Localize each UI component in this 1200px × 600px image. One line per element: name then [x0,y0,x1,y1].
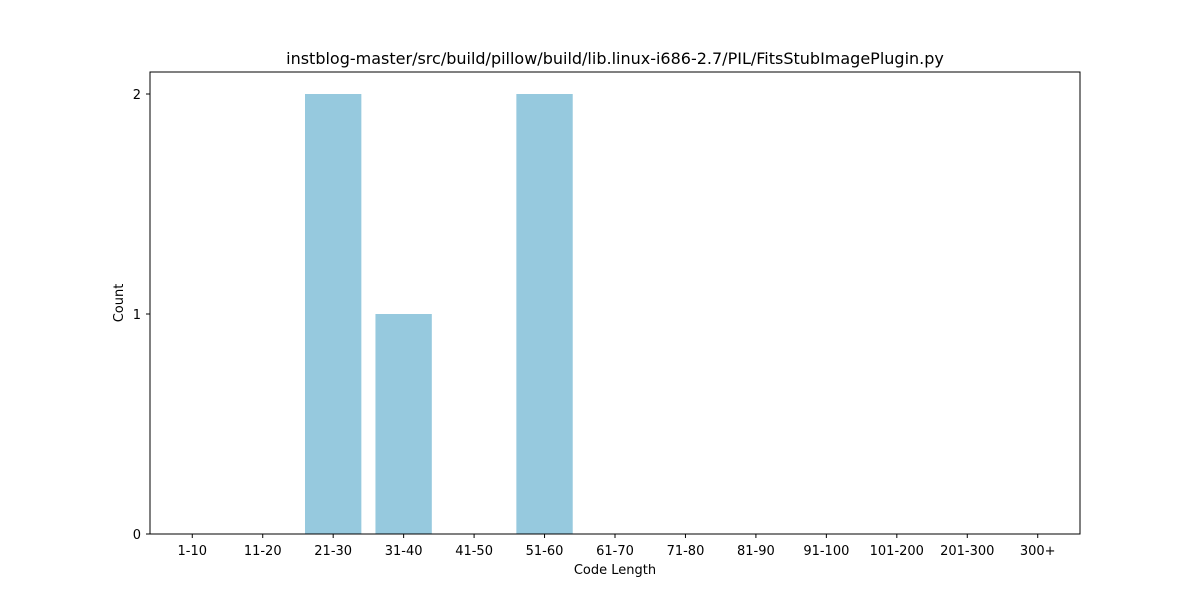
chart-title: instblog-master/src/build/pillow/build/l… [286,49,944,68]
x-tick-label: 81-90 [737,544,775,559]
y-tick-label: 2 [133,88,141,103]
y-axis-label: Count [112,284,127,323]
bar-31-40 [375,314,432,534]
x-tick-label: 300+ [1020,544,1056,559]
x-tick-label: 21-30 [314,544,352,559]
x-tick-label: 41-50 [455,544,493,559]
x-tick-label: 1-10 [178,544,208,559]
y-axis-ticks: 0 1 2 [133,88,150,543]
x-tick-label: 11-20 [244,544,282,559]
x-axis-ticks: 1-10 11-20 21-30 31-40 41-50 51-60 61-70 71-80 8… [178,534,1056,559]
plot-area-frame [149,71,1081,535]
bar-21-30 [305,94,362,534]
bars-layer [305,94,573,534]
x-tick-label: 201-300 [940,544,994,559]
bar-51-60 [516,94,573,534]
x-tick-label: 101-200 [870,544,924,559]
x-tick-label: 51-60 [526,544,564,559]
x-tick-label: 91-100 [803,544,849,559]
y-tick-label: 0 [133,528,141,543]
x-tick-label: 71-80 [667,544,705,559]
x-tick-label: 31-40 [385,544,423,559]
x-tick-label: 61-70 [596,544,634,559]
y-tick-label: 1 [133,308,141,323]
x-axis-label: Code Length [574,563,656,578]
